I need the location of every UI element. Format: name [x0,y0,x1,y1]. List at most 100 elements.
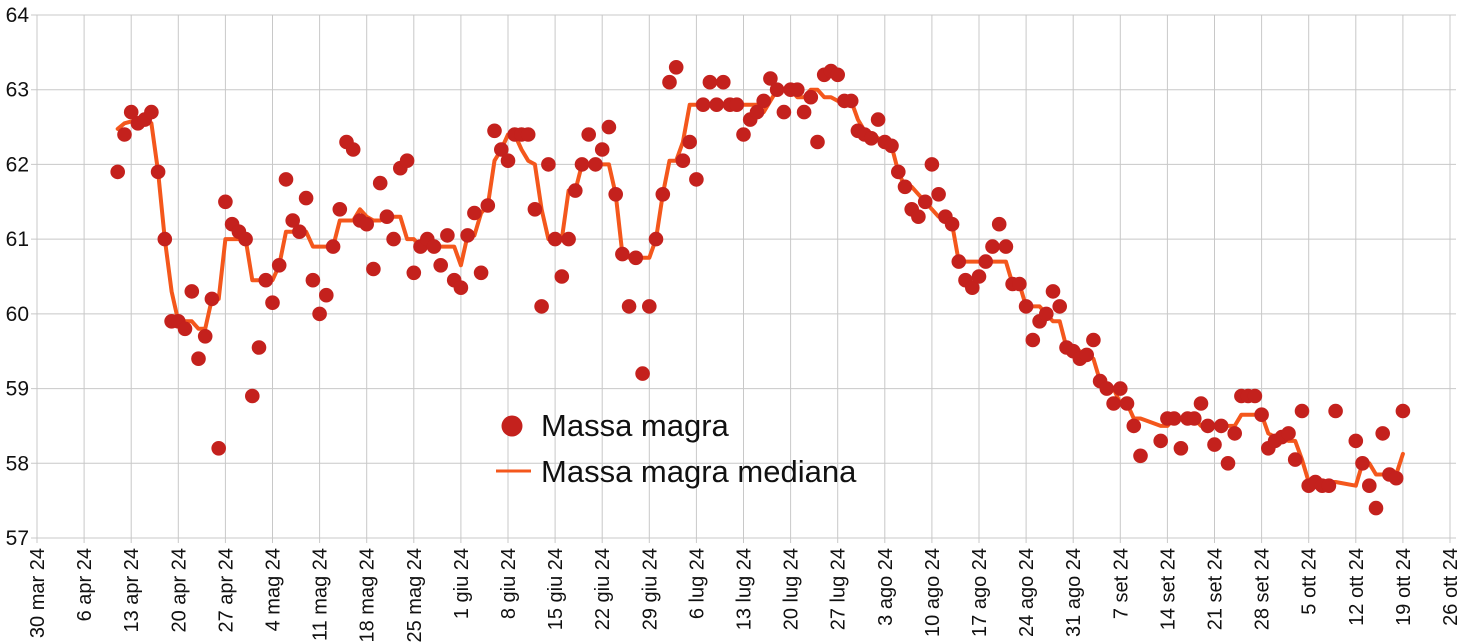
x-tick-label: 13 apr 24 [121,548,143,633]
x-tick-label: 6 apr 24 [74,548,96,621]
scatter-point [1227,426,1242,441]
scatter-point [615,246,630,262]
scatter-point [1388,470,1404,486]
scatter-point [1207,437,1222,452]
scatter-point [386,231,401,247]
x-tick-label: 20 apr 24 [168,548,190,633]
scatter-series [110,60,1411,516]
scatter-point [359,216,375,232]
scatter-point [931,187,946,202]
scatter-point [588,157,603,172]
scatter-point [594,142,610,157]
scatter-point [1106,396,1121,411]
scatter-point [144,104,159,120]
scatter-point [689,172,704,187]
scatter-point [527,202,543,217]
scatter-point [978,254,993,269]
scatter-point [1254,407,1269,423]
scatter-point [668,60,684,75]
x-axis-tick-labels: 30 mar 24 6 apr 24 13 apr 24 20 apr 24 27 ap… [27,548,1462,642]
y-tick-label: 61 [6,228,29,251]
x-tick-label: 5 ott 24 [1299,548,1321,615]
scatter-point [1045,284,1061,299]
scatter-point [278,172,294,187]
scatter-point [790,82,805,97]
scatter-point [581,127,596,142]
scatter-point [662,74,677,90]
scatter-point [426,239,442,254]
scatter-point [1362,478,1377,494]
scatter-point [473,265,489,281]
scatter-point [197,329,213,344]
scatter-point [440,228,455,243]
scatter-point [467,205,482,221]
scatter-point [635,366,650,381]
scatter-point [312,306,327,322]
scatter-point [911,209,926,224]
scatter-point [763,71,778,86]
scatter-point [487,123,502,139]
scatter-point [1328,403,1343,419]
scatter-point [480,198,496,213]
scatter-point [924,157,940,172]
scatter-point [1220,456,1236,471]
x-tick-label: 18 mag 24 [357,548,379,642]
scatter-point [796,104,812,120]
scatter-point [238,231,253,247]
scatter-point [695,97,711,112]
scatter-point [305,272,321,288]
scatter-point [345,142,361,157]
scatter-point [870,112,886,127]
scatter-point [1018,299,1034,314]
scatter-point [211,441,226,456]
scatter-point [1187,411,1202,426]
scatter-point [1025,332,1041,348]
scatter-point [1113,381,1128,396]
scatter-point [621,299,637,314]
scatter-point [366,261,381,277]
x-tick-label: 15 giu 24 [545,548,567,630]
scatter-point [1213,418,1229,434]
scatter-point [998,239,1014,254]
scatter-point [1119,396,1135,411]
scatter-point [1166,411,1182,426]
x-tick-label: 14 set 24 [1157,548,1179,630]
scatter-point [547,231,563,247]
scatter-point [1193,396,1209,411]
legend-label-massa-magra-mediana: Massa magra mediana [541,454,857,489]
scatter-point [191,351,206,367]
scatter-point [648,231,664,247]
scatter-point [1133,448,1148,464]
scatter-point [494,142,509,157]
x-tick-label: 6 lug 24 [686,548,708,619]
scatter-point [204,291,220,307]
scatter-point [951,254,967,269]
x-tick-label: 3 ago 24 [875,548,897,626]
y-tick-label: 59 [6,378,29,401]
y-tick-label: 64 [6,4,30,27]
scatter-point [642,299,657,314]
scatter-point [453,280,469,296]
scatter-point [1153,433,1168,449]
x-tick-label: 11 mag 24 [310,548,332,641]
scatter-point [1200,418,1216,434]
scatter-point [1368,500,1384,516]
scatter-point [655,187,671,202]
scatter-point [218,194,233,210]
scatter-point [541,157,556,172]
scatter-point [534,299,549,314]
legend: Massa magra Massa magra mediana [496,408,857,489]
scatter-point [298,190,314,206]
x-tick-label: 13 lug 24 [734,548,756,630]
scatter-point [372,175,388,191]
x-tick-label: 29 giu 24 [639,548,661,630]
scatter-point [756,93,771,109]
scatter-point [1052,299,1067,314]
scatter-point [897,179,913,195]
scatter-point [184,284,200,299]
y-tick-label: 63 [6,79,29,102]
x-tick-label: 19 ott 24 [1393,548,1415,626]
scatter-point [736,127,751,142]
scatter-point [729,97,745,112]
